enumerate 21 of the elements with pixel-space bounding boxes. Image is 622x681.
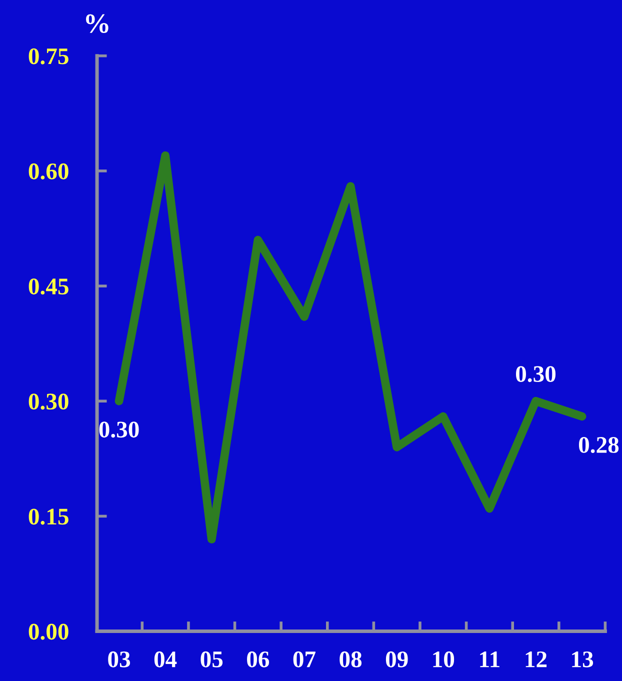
y-tick-label: 0.00 bbox=[28, 624, 68, 640]
y-tick-label: 0.75 bbox=[28, 48, 68, 64]
x-tick-label: 07 bbox=[293, 651, 316, 668]
y-tick-label: 0.60 bbox=[28, 163, 68, 180]
y-tick-label: 0.15 bbox=[28, 508, 68, 525]
x-tick-label: 05 bbox=[200, 651, 223, 668]
x-tick-label: 13 bbox=[572, 651, 594, 668]
data-label: 0.30 bbox=[516, 366, 556, 382]
x-tick-label: 11 bbox=[480, 652, 500, 668]
x-tick-label: 06 bbox=[247, 651, 270, 668]
y-tick-label: 0.45 bbox=[28, 278, 68, 295]
y-axis-title: % bbox=[86, 14, 108, 34]
x-tick-label: 04 bbox=[154, 651, 177, 668]
x-tick-label: 03 bbox=[108, 651, 130, 668]
x-tick-label: 08 bbox=[340, 651, 362, 668]
x-tick-label: 10 bbox=[433, 651, 454, 668]
data-label: 0.30 bbox=[99, 422, 139, 438]
y-tick-label: 0.30 bbox=[28, 394, 68, 410]
x-tick-label: 09 bbox=[386, 651, 408, 668]
data-label: 0.28 bbox=[578, 436, 619, 454]
x-tick-label: 12 bbox=[526, 651, 547, 668]
